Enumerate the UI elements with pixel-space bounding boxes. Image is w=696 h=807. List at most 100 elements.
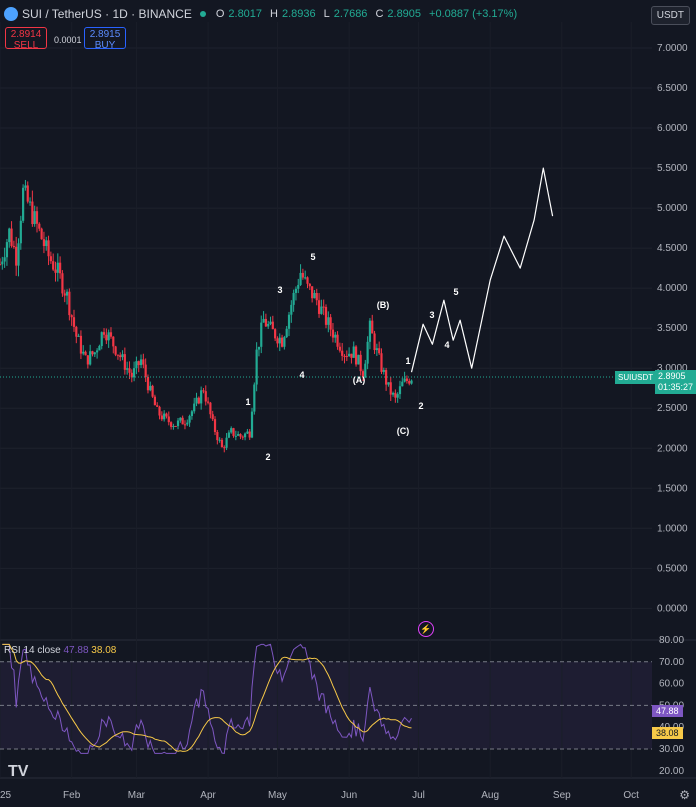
candle-body <box>246 431 249 434</box>
symbol-title[interactable]: SUI / TetherUS · 1D · BINANCE <box>22 7 192 21</box>
wave-label: 2 <box>418 401 423 411</box>
candle-body <box>248 431 251 438</box>
candle-body <box>385 370 388 385</box>
candle-body <box>183 424 187 426</box>
rsi-tick-label: 80.00 <box>659 635 684 646</box>
candle-body <box>197 397 200 404</box>
time-tick-label: Mar <box>128 790 146 801</box>
price-tick-label: 2.5000 <box>657 403 688 414</box>
candle-body <box>132 368 136 378</box>
candle-body <box>139 359 143 366</box>
candle-body <box>225 437 228 448</box>
candle-body <box>135 361 138 369</box>
candle-body <box>331 329 335 338</box>
wave-label: 5 <box>310 252 315 262</box>
candle-body <box>42 239 46 247</box>
candle-body <box>391 392 395 395</box>
candle-body <box>230 428 233 433</box>
candle-body <box>195 397 198 404</box>
candle-body <box>202 390 205 392</box>
candle-body <box>262 318 265 323</box>
candle-body <box>389 382 392 395</box>
candle-body <box>313 292 316 299</box>
candle-body <box>47 240 50 257</box>
candle-body <box>297 284 300 289</box>
candle-body <box>285 328 288 338</box>
wave-label: (A) <box>353 375 366 385</box>
lightning-event-icon[interactable]: ⚡ <box>418 621 434 637</box>
sell-button[interactable]: 2.8914 SELL <box>5 27 47 51</box>
time-tick-label: 2025 <box>0 790 12 801</box>
candle-body <box>130 372 133 378</box>
candle-body <box>396 394 399 398</box>
buy-price: 2.8915 <box>89 29 121 40</box>
candle-body <box>10 228 13 246</box>
close-label: C <box>375 8 384 20</box>
candle-body <box>338 346 341 351</box>
candle-body <box>239 434 242 437</box>
candle-body <box>98 346 101 351</box>
candle-body <box>359 354 362 372</box>
candle-body <box>174 426 177 428</box>
candle-body <box>169 422 173 427</box>
candle-body <box>350 353 353 358</box>
close-value: 2.8905 <box>387 8 422 20</box>
sui-logo-icon <box>4 7 18 21</box>
rsi-tick-label: 70.00 <box>659 657 684 668</box>
candle-body <box>209 402 212 415</box>
candle-body <box>65 291 69 296</box>
low-label: L <box>323 8 330 20</box>
tradingview-logo: TV <box>8 763 29 780</box>
market-open-dot-icon <box>199 11 206 17</box>
buy-button[interactable]: 2.8915 BUY <box>84 27 126 51</box>
candle-body <box>364 363 367 378</box>
candle-body <box>112 336 115 347</box>
rsi-ma-tag: 38.08 <box>652 727 683 739</box>
candle-body <box>52 261 55 270</box>
candle-body <box>33 211 36 225</box>
candle-body <box>278 337 281 344</box>
candle-body <box>334 334 337 338</box>
sell-label: SELL <box>13 40 39 51</box>
candle-body <box>24 185 27 188</box>
time-tick-label: Aug <box>481 790 499 801</box>
wave-label: (B) <box>377 300 390 310</box>
candle-body <box>188 416 191 423</box>
candle-body <box>311 286 314 299</box>
candle-body <box>299 272 302 285</box>
candle-body <box>89 351 92 365</box>
time-tick-label: Jun <box>341 790 357 801</box>
settings-gear-icon[interactable]: ⚙ <box>679 788 690 802</box>
candle-body <box>371 320 374 334</box>
price-tick-label: 6.5000 <box>657 83 688 94</box>
wave-label: (C) <box>397 426 410 436</box>
candle-body <box>218 439 221 441</box>
time-tick-label: Feb <box>63 790 81 801</box>
candle-body <box>193 403 196 412</box>
change-value: +0.0887 (+3.17%) <box>429 8 518 20</box>
candle-body <box>348 353 351 357</box>
candle-body <box>84 351 87 356</box>
candle-body <box>114 346 117 355</box>
candle-body <box>19 220 22 244</box>
currency-selector[interactable]: USDT <box>650 6 690 25</box>
candle-body <box>91 351 94 355</box>
wave-label: 4 <box>299 370 304 380</box>
wave-label: 1 <box>245 397 250 407</box>
rsi-legend[interactable]: RSI 14 close 47.88 38.08 <box>4 645 116 656</box>
rsi-line <box>2 643 412 754</box>
candle-body <box>109 332 113 337</box>
price-tick-label: 1.5000 <box>657 483 688 494</box>
high-value: 2.8936 <box>282 8 316 20</box>
candle-body <box>107 332 110 341</box>
candle-body <box>394 392 397 398</box>
candle-body <box>116 354 120 356</box>
candle-body <box>40 228 43 240</box>
candle-body <box>153 396 157 406</box>
candle-body <box>77 335 80 337</box>
time-tick-label: May <box>268 790 287 801</box>
candle-body <box>320 306 323 314</box>
candle-body <box>408 381 411 384</box>
candle-body <box>12 245 15 247</box>
